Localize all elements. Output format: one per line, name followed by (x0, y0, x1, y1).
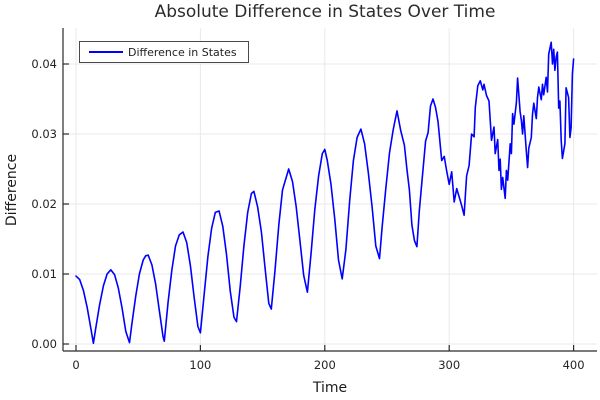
y-tick-label: 0.02 (31, 197, 57, 211)
y-tick-label: 0.03 (31, 127, 57, 141)
x-axis-label: Time (312, 380, 347, 396)
x-tick-label: 400 (563, 358, 585, 372)
y-tick-label: 0.01 (31, 267, 57, 281)
tick-marks (63, 63, 575, 351)
y-axis-label: Difference (4, 154, 20, 226)
legend-label: Difference in States (128, 45, 237, 59)
legend: Difference in States (79, 41, 249, 63)
y-tick-labels: 0.00 0.01 0.02 0.03 0.04 (31, 57, 57, 351)
x-tick-labels: 0 100 200 300 400 (72, 358, 584, 372)
gridlines (63, 28, 597, 351)
x-tick-label: 300 (438, 358, 460, 372)
y-tick-label: 0.00 (31, 337, 57, 351)
x-tick-label: 0 (72, 358, 79, 372)
series-line (75, 41, 575, 345)
legend-line-sample (89, 51, 123, 53)
x-tick-label: 200 (314, 358, 336, 372)
x-tick-label: 100 (189, 358, 211, 372)
y-tick-label: 0.04 (31, 57, 57, 71)
chart-title: Absolute Difference in States Over Time (154, 2, 496, 22)
